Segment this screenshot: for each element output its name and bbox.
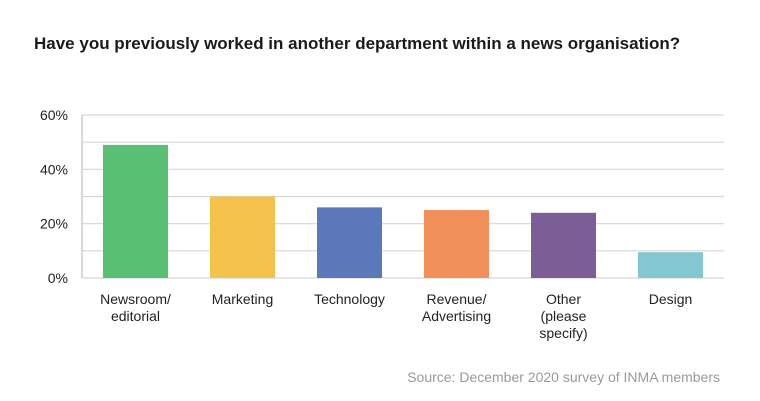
category-labels: Newsroom/editorial Marketing Technology Rev… (100, 291, 692, 341)
grid-lines (82, 114, 724, 279)
bar (317, 207, 382, 278)
category-label: Revenue/Advertising (422, 291, 491, 324)
y-tick-label: 60% (40, 107, 68, 123)
y-tick-label: 40% (40, 161, 68, 177)
bars (103, 144, 703, 278)
y-axis-ticks: 0% 20% 40% 60% (40, 107, 68, 286)
bar (103, 144, 168, 278)
bar (210, 196, 275, 278)
y-tick-label: 0% (48, 270, 68, 286)
category-label: Technology (314, 291, 385, 307)
bar (424, 210, 489, 278)
bar (531, 212, 596, 278)
category-label: Marketing (212, 291, 273, 307)
category-label: Design (649, 291, 693, 307)
chart-title: Have you previously worked in another de… (34, 34, 681, 53)
source-note: Source: December 2020 survey of INMA mem… (407, 369, 720, 385)
bar (638, 252, 703, 278)
category-label: Newsroom/editorial (100, 291, 171, 324)
y-tick-label: 20% (40, 216, 68, 232)
category-label: Other (please specify) (539, 291, 587, 341)
